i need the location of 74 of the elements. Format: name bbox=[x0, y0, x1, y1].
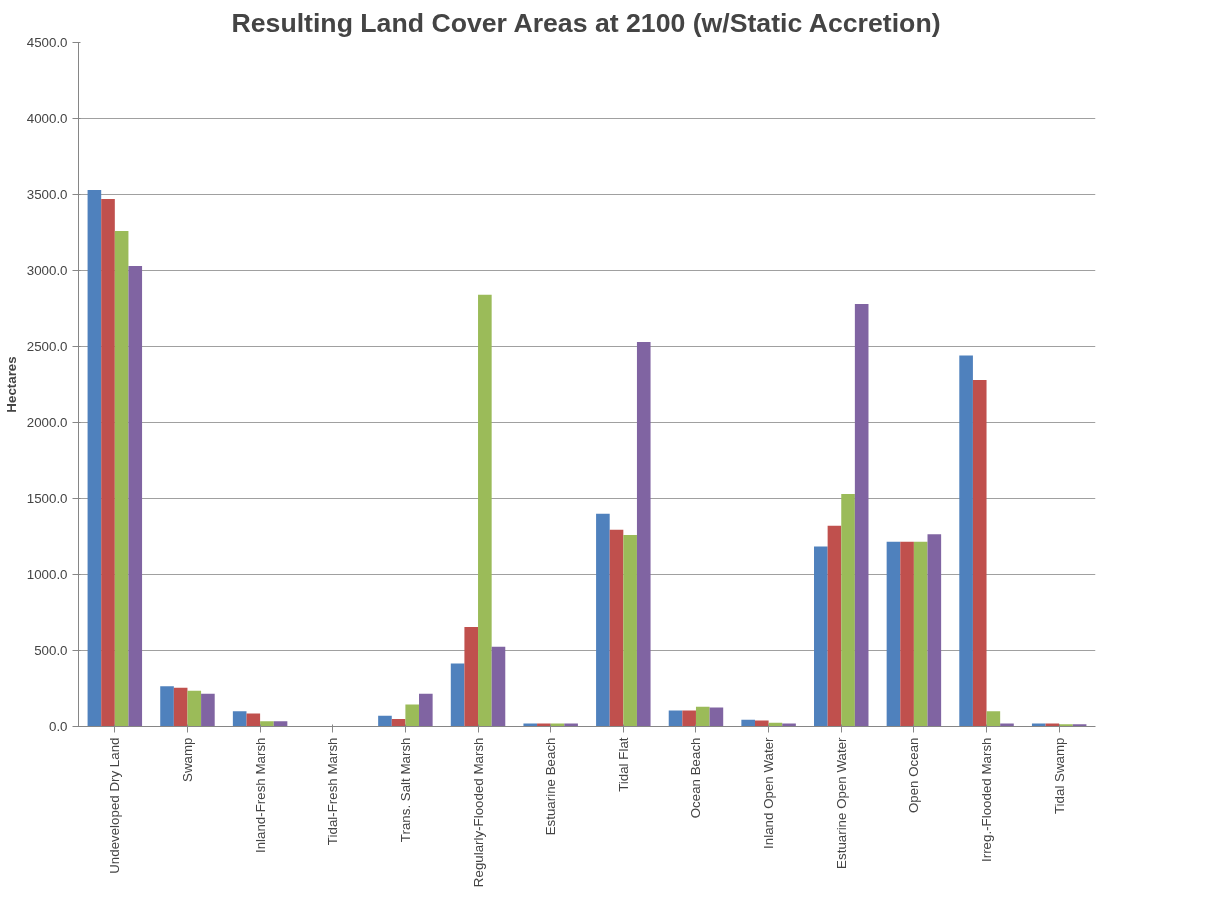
x-tick-label: Open Ocean bbox=[906, 737, 922, 814]
y-tick-label: 1500.0 bbox=[26, 491, 68, 506]
bar bbox=[173, 687, 188, 727]
x-tick-label: Trans. Salt Marsh bbox=[397, 737, 413, 843]
bar bbox=[87, 189, 102, 727]
bar bbox=[886, 541, 901, 727]
bar bbox=[378, 715, 392, 727]
bar bbox=[260, 721, 274, 727]
bar bbox=[741, 719, 755, 727]
y-tick-label: 2000.0 bbox=[26, 415, 68, 430]
bar bbox=[959, 355, 973, 727]
x-tick-label: Inland-Fresh Marsh bbox=[252, 737, 268, 854]
bar bbox=[232, 711, 247, 727]
bar bbox=[668, 710, 683, 727]
y-axis-title: Hectares bbox=[3, 356, 19, 413]
bar bbox=[128, 265, 143, 727]
bar bbox=[682, 710, 696, 727]
x-tick-label: Estuarine Beach bbox=[543, 737, 559, 836]
bar bbox=[523, 723, 538, 727]
bar bbox=[841, 493, 855, 727]
x-tick-label: Tidal Swamp bbox=[1051, 737, 1067, 815]
bar bbox=[972, 379, 987, 727]
bar bbox=[1031, 723, 1046, 727]
bar bbox=[986, 711, 1001, 727]
bar bbox=[1000, 723, 1014, 727]
y-tick-label: 4000.0 bbox=[26, 111, 68, 126]
bar bbox=[827, 525, 842, 727]
y-tick-label: 3000.0 bbox=[26, 263, 68, 278]
bar bbox=[913, 541, 928, 727]
bar bbox=[900, 541, 914, 727]
x-tick-label: Regularly-Flooded Marsh bbox=[470, 737, 486, 888]
bar bbox=[246, 713, 261, 727]
bar bbox=[927, 534, 942, 727]
x-tick-label: Irreg.-Flooded Marsh bbox=[979, 737, 995, 862]
bar bbox=[1045, 723, 1060, 727]
bar bbox=[187, 690, 202, 727]
bar bbox=[419, 693, 433, 727]
bar bbox=[450, 663, 465, 727]
bar bbox=[609, 529, 624, 727]
bar bbox=[754, 720, 769, 727]
y-tick-label: 1000.0 bbox=[26, 567, 68, 582]
bar bbox=[101, 199, 115, 727]
bar bbox=[537, 723, 551, 727]
bar bbox=[854, 303, 869, 727]
bar bbox=[405, 704, 420, 727]
y-tick-label: 4500.0 bbox=[26, 35, 68, 50]
bar bbox=[623, 534, 637, 727]
bar bbox=[695, 706, 710, 727]
bar bbox=[478, 294, 492, 727]
x-tick-label: Estuarine Open Water bbox=[833, 736, 849, 869]
bar bbox=[464, 626, 479, 727]
bar bbox=[782, 723, 796, 727]
bar bbox=[709, 707, 724, 727]
x-tick-label: Inland Open Water bbox=[761, 736, 777, 849]
bar bbox=[491, 646, 506, 727]
bar bbox=[114, 230, 129, 727]
chart-title: Resulting Land Cover Areas at 2100 (w/Static Accretion) bbox=[231, 7, 941, 38]
x-tick-label: Undeveloped Dry Land bbox=[107, 737, 123, 874]
x-tick-label: Ocean Beach bbox=[688, 737, 704, 819]
x-tick-label: Tidal-Fresh Marsh bbox=[325, 737, 341, 846]
bar bbox=[273, 721, 288, 727]
y-tick-label: 500.0 bbox=[34, 643, 68, 658]
bar bbox=[201, 693, 215, 727]
bar bbox=[550, 723, 565, 727]
bar bbox=[636, 341, 651, 727]
x-tick-label: Swamp bbox=[179, 737, 195, 782]
bar bbox=[596, 513, 610, 727]
bar bbox=[814, 546, 828, 727]
y-tick-label: 0.0 bbox=[48, 719, 68, 734]
bar bbox=[160, 686, 174, 727]
y-tick-label: 2500.0 bbox=[26, 339, 68, 354]
x-tick-label: Tidal Flat bbox=[615, 737, 631, 792]
y-tick-label: 3500.0 bbox=[26, 187, 68, 202]
bar bbox=[564, 723, 578, 727]
